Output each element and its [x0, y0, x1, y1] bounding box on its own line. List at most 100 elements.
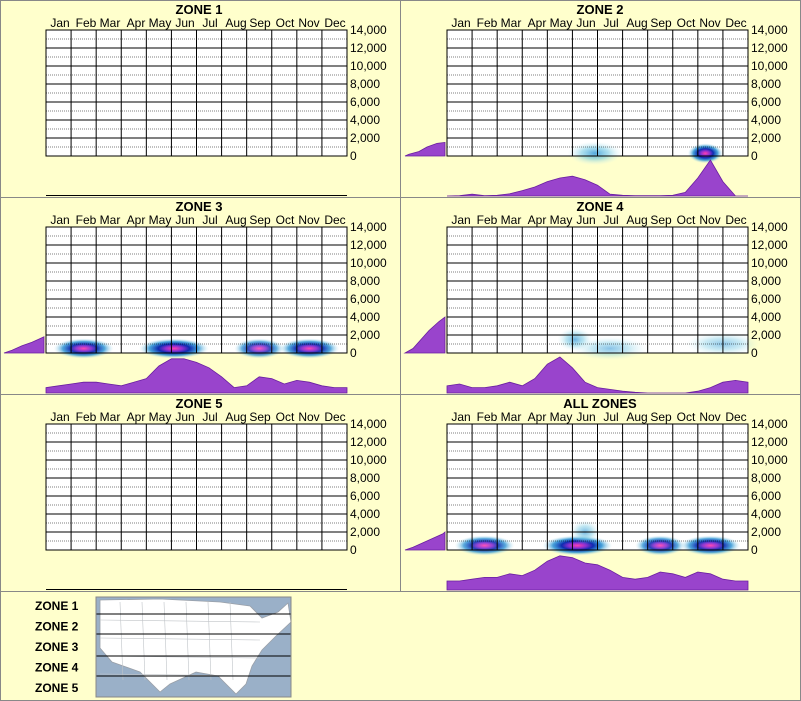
- month-label: Oct: [276, 213, 295, 227]
- elevation-tick: 2,000: [751, 525, 781, 539]
- elevation-tick: 6,000: [751, 489, 781, 503]
- elevation-tick: 12,000: [350, 435, 387, 449]
- legend-zone-label: ZONE 1: [35, 599, 79, 613]
- elevation-tick: 6,000: [751, 95, 781, 109]
- month-label: Mar: [100, 213, 121, 227]
- month-label: Apr: [127, 410, 146, 424]
- map-border: [99, 619, 261, 623]
- elevation-tick: 12,000: [751, 238, 788, 252]
- elevation-profile: [404, 142, 446, 157]
- month-label: Nov: [699, 213, 720, 227]
- month-label: Nov: [298, 16, 319, 30]
- month-label: Feb: [76, 213, 97, 227]
- month-label: Jan: [451, 410, 470, 424]
- elevation-tick: 2,000: [751, 328, 781, 342]
- month-label: Aug: [626, 16, 647, 30]
- elevation-tick: 2,000: [350, 525, 380, 539]
- month-label: May: [149, 16, 172, 30]
- elevation-tick: 12,000: [350, 238, 387, 252]
- month-label: Dec: [324, 213, 345, 227]
- elevation-tick: 4,000: [350, 113, 380, 127]
- elevation-tick: 14,000: [751, 417, 788, 431]
- month-label: May: [550, 213, 573, 227]
- month-label: Aug: [626, 213, 647, 227]
- month-label: Jun: [576, 410, 595, 424]
- elevation-tick: 14,000: [751, 23, 788, 37]
- elevation-tick: 14,000: [350, 417, 387, 431]
- month-label: Aug: [225, 16, 246, 30]
- month-label: Apr: [528, 16, 547, 30]
- month-label: Feb: [477, 410, 498, 424]
- month-profile: [446, 555, 749, 591]
- elevation-tick: 6,000: [350, 292, 380, 306]
- heat-spot: [53, 338, 114, 359]
- panel-title: ZONE 2: [577, 2, 624, 17]
- elevation-profile: [3, 336, 45, 354]
- map-border: [119, 601, 124, 681]
- month-label: May: [550, 410, 573, 424]
- month-label: Dec: [725, 410, 746, 424]
- zone-panel: ZONE 5 Jan Feb Mar Apr May Jun Jul Aug Sep Oct Nov D…: [45, 396, 387, 590]
- us-map: [95, 596, 292, 698]
- month-label: Jul: [202, 16, 217, 30]
- map-border: [141, 601, 146, 681]
- elevation-tick: 8,000: [751, 77, 781, 91]
- month-label: Jan: [50, 16, 69, 30]
- elevation-tick: 6,000: [350, 489, 380, 503]
- month-label: Sep: [650, 16, 672, 30]
- elevation-tick: 8,000: [350, 471, 380, 485]
- month-label: Feb: [477, 213, 498, 227]
- month-label: Oct: [276, 410, 295, 424]
- month-label: Jan: [50, 410, 69, 424]
- map-border: [99, 637, 261, 641]
- month-label: Mar: [501, 213, 522, 227]
- map-border: [163, 601, 168, 681]
- month-label: May: [550, 16, 573, 30]
- map-frame: [95, 596, 292, 698]
- elevation-tick: 6,000: [751, 292, 781, 306]
- month-label: Jan: [451, 16, 470, 30]
- month-label: Aug: [225, 410, 246, 424]
- panel-title: ZONE 3: [176, 199, 223, 214]
- heat-spot: [234, 338, 285, 359]
- heat-spot: [567, 141, 623, 166]
- month-label: Jun: [175, 213, 194, 227]
- month-label: Jan: [451, 213, 470, 227]
- month-label: Jun: [576, 213, 595, 227]
- map-border: [229, 601, 234, 681]
- elevation-tick: 12,000: [350, 41, 387, 55]
- month-label: Aug: [225, 213, 246, 227]
- elevation-tick: 0: [350, 149, 357, 163]
- elevation-tick: 6,000: [350, 95, 380, 109]
- month-label: Oct: [677, 410, 696, 424]
- elevation-tick: 12,000: [751, 41, 788, 55]
- month-label: Sep: [650, 213, 672, 227]
- month-label: Sep: [249, 213, 271, 227]
- elevation-tick: 8,000: [751, 471, 781, 485]
- plot-frame: [446, 29, 749, 157]
- month-label: Mar: [501, 410, 522, 424]
- zone-panel: ALL ZONES Jan Feb Mar Apr May Jun Jul Aug Sep Oct N…: [404, 396, 788, 591]
- elevation-tick: 14,000: [751, 220, 788, 234]
- plot-frame: [45, 423, 348, 551]
- month-profile: [446, 356, 749, 394]
- elevation-tick: 10,000: [350, 453, 387, 467]
- elevation-tick: 0: [751, 543, 758, 557]
- month-label: Jul: [603, 410, 618, 424]
- month-label: Jul: [202, 213, 217, 227]
- month-label: Nov: [298, 410, 319, 424]
- month-label: Apr: [127, 16, 146, 30]
- elevation-tick: 0: [751, 149, 758, 163]
- month-label: Oct: [677, 16, 696, 30]
- month-label: Jul: [603, 16, 618, 30]
- month-label: Oct: [276, 16, 295, 30]
- elevation-tick: 2,000: [751, 131, 781, 145]
- month-label: Jan: [50, 213, 69, 227]
- legend-zone-label: ZONE 5: [35, 681, 79, 695]
- month-profile: [45, 358, 348, 394]
- month-label: Nov: [699, 16, 720, 30]
- map-land: [99, 598, 292, 695]
- zone-panel: ZONE 1 Jan Feb Mar Apr May Jun Jul Aug Sep Oct Nov D…: [45, 2, 387, 196]
- legend-zone-label: ZONE 4: [35, 661, 79, 675]
